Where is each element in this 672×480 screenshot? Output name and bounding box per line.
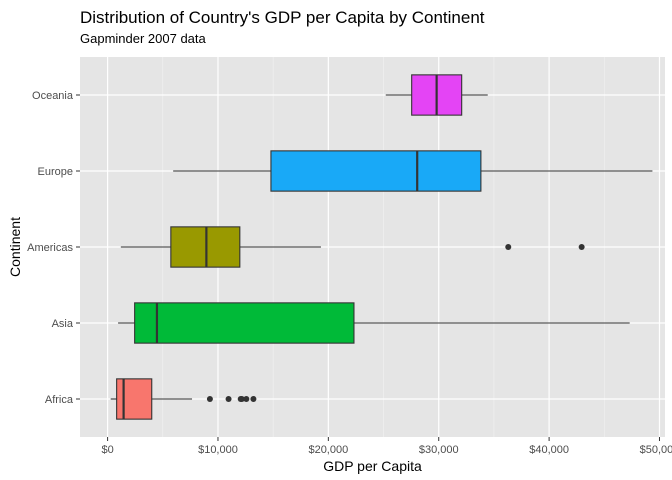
x-tick-label: $50,000: [640, 444, 672, 456]
x-tick-label: $30,000: [419, 444, 459, 456]
outlier-point: [505, 244, 512, 250]
x-tick-label: $0: [101, 444, 113, 456]
y-tick-label: Americas: [27, 242, 73, 254]
y-tick-label: Asia: [52, 318, 74, 330]
box-europe: [173, 150, 653, 192]
outlier-point: [578, 244, 585, 250]
iqr-box: [270, 150, 482, 192]
y-tick-label: Europe: [38, 166, 73, 178]
outlier-point: [238, 396, 245, 402]
box-africa: [110, 378, 257, 420]
outlier-point: [206, 396, 213, 402]
x-tick-label: $40,000: [529, 444, 569, 456]
x-tick-label: $20,000: [308, 444, 348, 456]
y-tick-label: Africa: [45, 394, 74, 406]
outlier-point: [225, 396, 232, 402]
y-axis: Africa Asia Americas Europe Oceania: [27, 90, 80, 406]
iqr-box: [116, 378, 153, 420]
box-oceania: [385, 74, 488, 116]
x-tick-label: $10,000: [198, 444, 238, 456]
iqr-box: [134, 302, 355, 344]
boxes: [110, 74, 653, 420]
outlier-point: [250, 396, 257, 402]
chart-title: Distribution of Country's GDP per Capita…: [80, 8, 485, 27]
box-asia: [118, 302, 630, 344]
y-axis-title: Continent: [7, 217, 23, 277]
y-tick-label: Oceania: [32, 90, 74, 102]
x-axis-title: GDP per Capita: [323, 458, 422, 474]
chart-subtitle: Gapminder 2007 data: [80, 31, 207, 46]
outlier-point: [243, 396, 250, 402]
x-axis: $0 $10,000 $20,000 $30,000 $40,000 $50,000: [101, 437, 672, 456]
box-americas: [120, 226, 585, 268]
